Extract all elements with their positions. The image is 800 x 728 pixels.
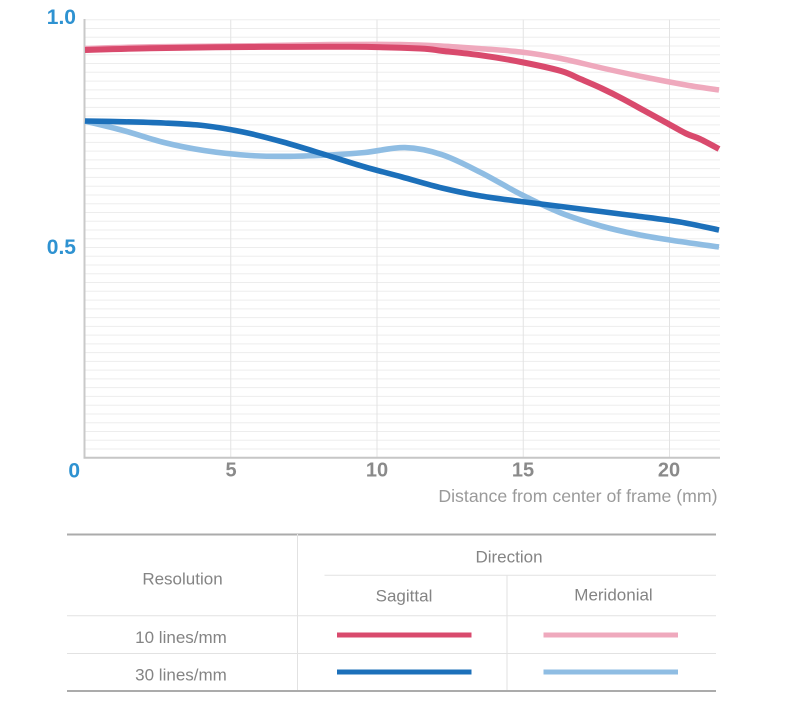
svg-text:Resolution: Resolution	[142, 570, 222, 589]
svg-text:0.5: 0.5	[47, 236, 77, 259]
svg-text:Distance from center of frame: Distance from center of frame (mm)	[438, 486, 717, 506]
svg-text:15: 15	[512, 460, 534, 482]
svg-text:10: 10	[366, 460, 388, 482]
svg-text:10 lines/mm: 10 lines/mm	[135, 628, 227, 647]
svg-text:1.0: 1.0	[47, 6, 76, 29]
svg-text:20: 20	[658, 460, 680, 482]
svg-text:Direction: Direction	[475, 548, 542, 567]
svg-text:0: 0	[68, 460, 80, 483]
svg-text:30 lines/mm: 30 lines/mm	[135, 666, 227, 685]
svg-text:Meridonial: Meridonial	[574, 586, 652, 605]
svg-text:Sagittal: Sagittal	[376, 587, 433, 606]
svg-text:5: 5	[225, 460, 236, 482]
